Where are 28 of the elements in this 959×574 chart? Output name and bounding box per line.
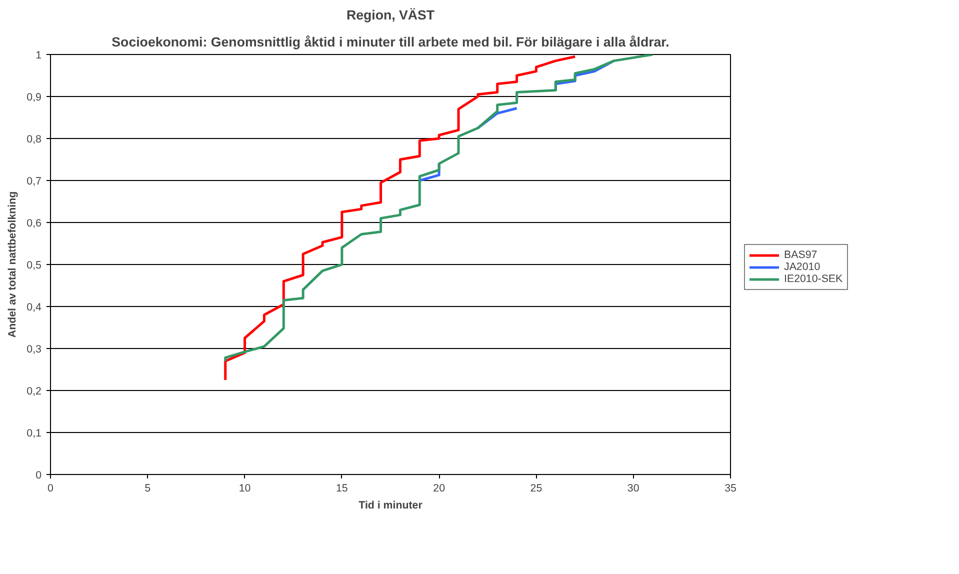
legend-label: IE2010-SEK <box>784 273 843 285</box>
x-tick-label: 10 <box>238 482 251 494</box>
x-tick-label: 0 <box>48 482 54 494</box>
y-tick-label: 0,9 <box>26 92 42 104</box>
y-tick-label: 0 <box>36 470 42 482</box>
y-tick-label: 0,6 <box>26 218 42 230</box>
y-tick-label: 0,3 <box>26 344 42 356</box>
y-tick-label: 0,5 <box>26 260 42 272</box>
line-series <box>224 54 654 362</box>
y-tick-label: 0,2 <box>26 386 42 398</box>
line-series <box>224 55 576 382</box>
legend-label: BAS97 <box>784 249 818 261</box>
y-tick-label: 0,7 <box>26 176 42 188</box>
x-tick-label: 5 <box>144 482 151 494</box>
x-tick-label: 15 <box>336 482 348 494</box>
y-axis-title: Andel av total nattbefolkning <box>6 191 19 338</box>
x-tick-label: 30 <box>627 482 640 494</box>
y-tick-label: 0,4 <box>26 302 42 314</box>
chart-title: Region, VÄST <box>346 8 435 22</box>
x-tick-label: 35 <box>724 482 736 494</box>
x-tick-label: 25 <box>530 482 542 494</box>
legend-label: JA2010 <box>784 261 820 273</box>
x-tick-label: 20 <box>433 482 446 494</box>
y-tick-label: 1 <box>36 50 42 62</box>
y-tick-label: 0,8 <box>26 134 42 146</box>
x-axis-title: Tid i minuter <box>358 500 422 512</box>
chart-subtitle: Socioekonomi: Genomsnittlig åktid i minuter till arbete med bil. För bilägare i alla åldrar. <box>112 34 670 50</box>
y-tick-label: 0,1 <box>26 428 42 440</box>
